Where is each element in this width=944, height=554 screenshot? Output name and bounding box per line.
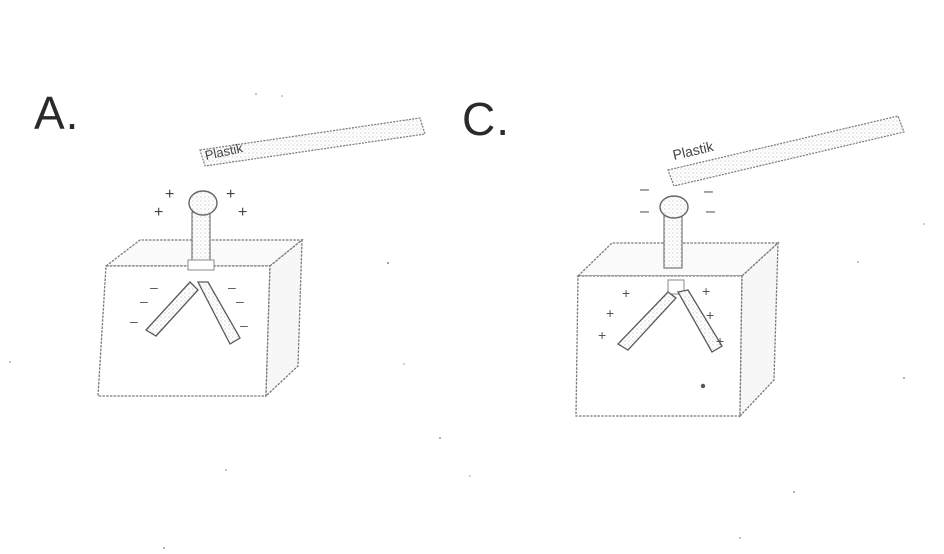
plastic-rod-c: Plastik: [667, 115, 905, 187]
knob-charges-a: + + + +: [154, 186, 247, 221]
box-charge-a-2: –: [140, 293, 148, 309]
box-charge-c-6: +: [716, 333, 724, 349]
box-charge-a-1: –: [150, 279, 158, 295]
box-charge-a-5: –: [236, 293, 244, 309]
box-charge-c-1: +: [622, 285, 630, 301]
knob-c: [659, 195, 689, 219]
box-charge-c-4: +: [702, 283, 710, 299]
box-charge-a-6: –: [240, 317, 248, 333]
leaf-a-right: [196, 281, 241, 345]
leaves-a: [144, 281, 241, 345]
electroscope-box-a: [97, 238, 304, 398]
box-charges-c: + + + + + +: [598, 283, 724, 349]
knob-charge-c-4: –: [706, 203, 715, 220]
electroscope-stem-c: [659, 195, 689, 295]
leaves-c: [616, 289, 723, 353]
knob-charge-a-4: +: [238, 204, 247, 221]
rod-label-c: Plastik: [671, 138, 716, 163]
knob-charge-a-3: +: [154, 204, 163, 221]
knob-charge-a-2: +: [226, 186, 235, 203]
knob-a: [188, 190, 218, 216]
leaf-a-left: [144, 281, 199, 337]
box-charges-a: – – – – – –: [130, 279, 248, 333]
ink-dot: [700, 383, 706, 389]
plastic-rod-a: Plastik: [199, 117, 426, 167]
electroscope-stem-a: [187, 190, 218, 271]
box-a-side: [265, 238, 303, 398]
knob-charge-a-1: +: [165, 186, 174, 203]
leaf-c-right: [676, 289, 723, 353]
panel-a: Plastik + + + +: [97, 117, 426, 398]
knob-charge-c-2: –: [704, 183, 713, 200]
box-charge-c-5: +: [706, 307, 714, 323]
knob-charges-c: – – – –: [640, 181, 715, 220]
knob-charge-c-3: –: [640, 203, 649, 220]
box-c-side: [739, 241, 779, 418]
box-charge-c-2: +: [606, 305, 614, 321]
panel-a-label: A.: [34, 87, 80, 139]
scan-speckles: [9, 93, 925, 549]
electroscope-box-c: [575, 241, 780, 418]
box-charge-a-3: –: [130, 313, 138, 329]
leaf-c-left: [616, 291, 677, 351]
knob-charge-c-1: –: [640, 181, 649, 198]
panel-c: Plastik – – – –: [575, 115, 905, 418]
box-charge-a-4: –: [228, 279, 236, 295]
panel-c-label: C.: [462, 93, 510, 145]
box-charge-c-3: +: [598, 327, 606, 343]
